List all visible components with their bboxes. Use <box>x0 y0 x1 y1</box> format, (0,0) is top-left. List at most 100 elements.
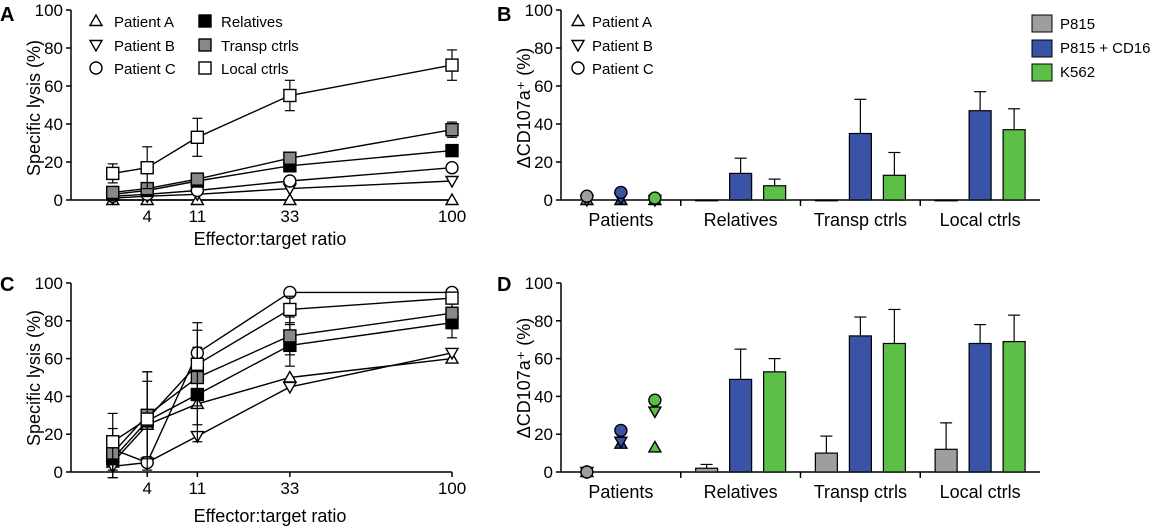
data-point <box>283 174 297 188</box>
y-tick-label: 80 <box>44 39 63 58</box>
data-point <box>190 357 205 371</box>
series-line <box>112 312 453 454</box>
y-tick-label: 40 <box>534 387 553 406</box>
data-point <box>190 172 205 186</box>
y-tick-label: 0 <box>54 463 63 482</box>
data-point <box>140 412 154 426</box>
y-tick-label: 60 <box>534 350 553 369</box>
series-local-ctrls <box>106 49 459 190</box>
data-point <box>282 192 298 206</box>
data-point <box>106 185 120 200</box>
bar-p815 <box>934 448 958 473</box>
panel-a-legend: Patient A Patient B Patient C Relatives … <box>88 13 299 78</box>
patient-point <box>613 436 629 450</box>
legend-marker-patient-a <box>88 13 104 27</box>
x-tick-label: 100 <box>438 479 466 498</box>
y-tick-label: 20 <box>44 425 63 444</box>
bar-k562 <box>1002 129 1026 201</box>
legend-marker-transp-ctrls <box>198 38 212 52</box>
legend-marker-relatives <box>198 14 212 28</box>
series-relatives <box>106 143 459 202</box>
data-point <box>106 166 120 181</box>
patient-point <box>647 406 663 419</box>
y-tick-label: 0 <box>544 191 553 210</box>
panel-a-xlabel: Effector:target ratio <box>194 229 347 249</box>
panel-c-ylabel: Specific lysis (%) <box>24 310 44 446</box>
x-tick-label: 33 <box>280 207 299 226</box>
legend-b-patient-c: Patient C <box>592 61 654 78</box>
panel-b-legend: Patient A Patient B Patient C P815 P815 … <box>570 13 1150 82</box>
legend-swatch-k562 <box>1031 63 1053 82</box>
category-label-relatives: Relatives <box>704 482 778 502</box>
data-point <box>283 151 297 165</box>
category-label-local-ctrls: Local ctrls <box>940 210 1021 230</box>
bar-p815-cd16 <box>848 335 872 473</box>
data-point <box>444 175 460 189</box>
bar-p815-cd16 <box>968 110 992 201</box>
bar-p815-cd16 <box>729 378 753 473</box>
category-label-transp-ctrls: Transp ctrls <box>814 482 907 502</box>
y-tick-label: 100 <box>35 1 63 20</box>
y-tick-label: 80 <box>534 312 553 331</box>
y-tick-label: 40 <box>44 387 63 406</box>
legend-marker-local-ctrls <box>198 61 212 75</box>
series-line <box>112 167 453 197</box>
category-label-patients: Patients <box>588 482 653 502</box>
category-label-local-ctrls: Local ctrls <box>940 482 1021 502</box>
data-point <box>445 143 459 158</box>
legend-p815: P815 <box>1060 16 1095 33</box>
data-point <box>445 122 459 137</box>
x-tick-label: 100 <box>438 207 466 226</box>
patient-point <box>648 393 662 407</box>
data-point <box>444 192 460 206</box>
data-point <box>282 381 298 395</box>
y-tick-label: 80 <box>534 39 553 58</box>
x-tick-label: 11 <box>189 207 207 226</box>
bar-k562 <box>1002 340 1026 473</box>
data-point <box>190 130 205 145</box>
patient-point <box>614 185 628 200</box>
legend-relatives: Relatives <box>221 14 283 31</box>
y-tick-label: 100 <box>525 1 553 20</box>
bar-k562 <box>763 185 787 201</box>
patient-point <box>648 191 662 205</box>
panel-b-ylabel: ΔCD107a⁺ (%) <box>514 48 534 169</box>
panel-a-ylabel: Specific lysis (%) <box>24 40 44 176</box>
legend-b-patient-b: Patient B <box>592 38 653 55</box>
category-label-transp-ctrls: Transp ctrls <box>814 210 907 230</box>
bar-k562 <box>882 174 906 201</box>
y-tick-label: 80 <box>44 312 63 331</box>
panel-label-a: A <box>0 4 14 26</box>
panel-c-xlabel: Effector:target ratio <box>194 506 347 526</box>
bar-k562 <box>882 342 906 473</box>
category-label-patients: Patients <box>588 210 653 230</box>
legend-p815-cd16: P815 + CD16 <box>1060 40 1150 57</box>
series-line <box>112 357 453 464</box>
y-tick-label: 0 <box>544 463 553 482</box>
data-point <box>140 160 154 175</box>
series-relatives <box>106 306 459 479</box>
data-point <box>444 347 460 361</box>
panel-d-ylabel: ΔCD107a⁺ (%) <box>514 318 534 439</box>
x-tick-label: 4 <box>142 479 151 498</box>
patient-point <box>580 189 594 203</box>
bar-p815 <box>695 199 719 202</box>
bar-p815 <box>814 452 838 473</box>
bar-p815-cd16 <box>968 342 992 473</box>
panel-a-plot: 0 20 40 60 80 100 4 11 33 100 <box>35 1 467 226</box>
category-label-relatives: Relatives <box>704 210 778 230</box>
bar-p815-cd16 <box>848 132 872 201</box>
x-tick-label: 4 <box>142 207 151 226</box>
bar-k562 <box>763 371 787 473</box>
panel-label-c: C <box>0 274 14 296</box>
bar-p815 <box>934 199 958 202</box>
legend-b-marker-patient-b <box>570 39 586 53</box>
y-tick-label: 20 <box>534 425 553 444</box>
data-point <box>445 160 459 175</box>
series-patient-b <box>105 347 460 474</box>
series-local-ctrls <box>106 291 459 471</box>
panel-b-plot: 0 20 40 60 80 100 Patients Relatives Transp ctrl… <box>525 1 1040 230</box>
series-patient-a <box>105 351 460 468</box>
panel-c-plot: 0 20 40 60 80 100 4 11 33 100 <box>35 274 467 498</box>
